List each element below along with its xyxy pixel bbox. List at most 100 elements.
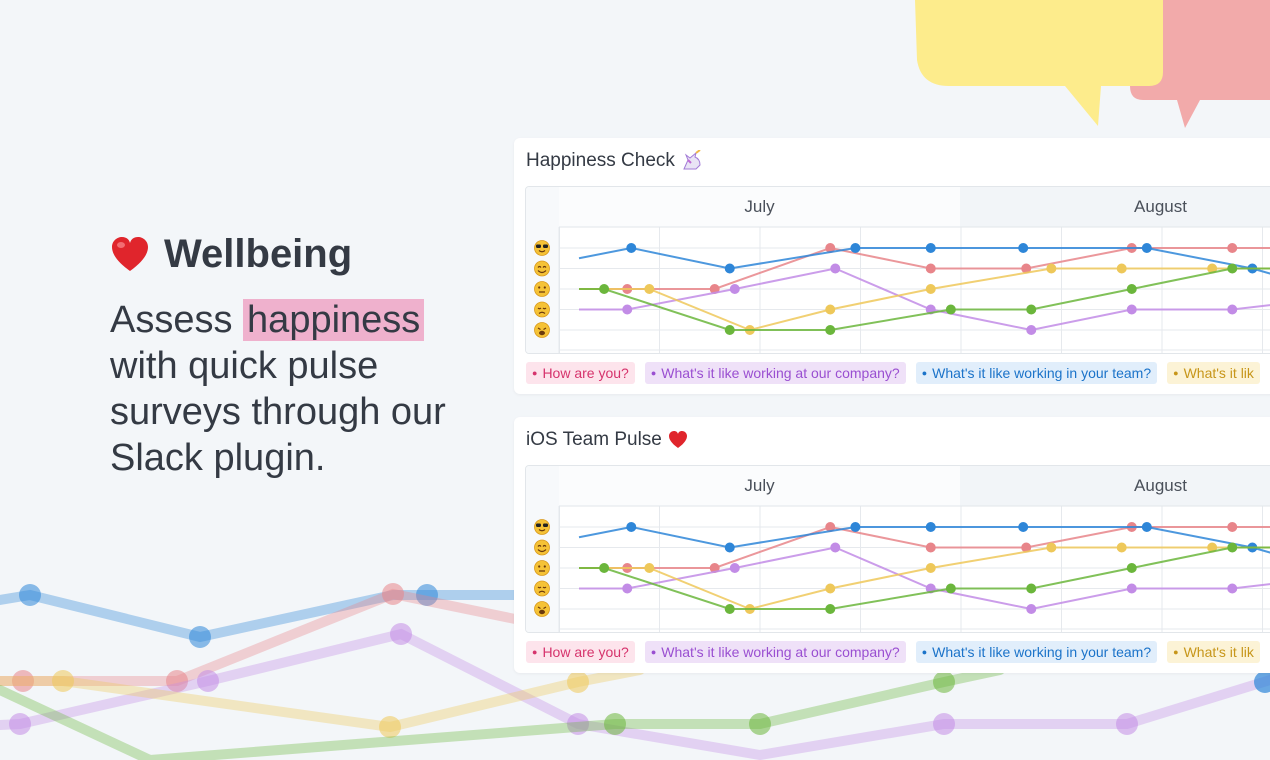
data-point[interactable] [830,542,841,553]
legend-how-are-you[interactable]: How are you? [526,362,635,384]
data-point[interactable] [599,563,610,573]
data-point[interactable] [850,243,861,253]
data-point[interactable] [925,263,936,274]
data-point[interactable] [1141,243,1152,253]
weary-face-icon [534,601,550,617]
legend-team[interactable]: What's it like working in your team? [915,641,1158,663]
hero-highlight: happiness [243,299,425,341]
hero-section: Wellbeing Assess happiness with quick pu… [110,232,490,481]
month-label-july: July [559,466,960,506]
data-point[interactable] [1021,263,1032,274]
legend-truncated[interactable]: What's it lik [1167,641,1260,663]
data-point[interactable] [724,325,735,335]
data-point[interactable] [1227,243,1238,253]
data-point[interactable] [724,604,735,614]
data-point[interactable] [1018,522,1029,532]
legend-company[interactable]: What's it like working at our company? [644,362,906,384]
data-point[interactable] [850,522,861,532]
data-point[interactable] [925,563,936,573]
data-point[interactable] [825,243,836,253]
neutral-face-icon [534,560,550,576]
data-point[interactable] [1227,263,1238,274]
data-point[interactable] [599,284,610,294]
smiling-face-icon [534,260,550,277]
data-point[interactable] [925,522,936,532]
legend-how-are-you[interactable]: How are you? [526,641,635,663]
bg-dot [390,623,412,645]
bg-dot [1254,671,1270,693]
hero-title-text: Wellbeing [164,232,353,276]
bg-dot [933,671,955,693]
chart-grid: July August [525,186,1270,354]
data-point[interactable] [1026,325,1037,335]
data-point[interactable] [644,284,655,294]
data-point[interactable] [925,542,936,553]
data-point[interactable] [1026,304,1037,315]
bg-dot [379,716,401,738]
data-point[interactable] [1126,304,1137,315]
data-point[interactable] [1116,542,1127,553]
neutral-face-icon [534,281,550,297]
card-title-text: Happiness Check [526,150,675,171]
data-point[interactable] [724,542,735,553]
data-point[interactable] [626,243,637,253]
data-point[interactable] [825,522,836,532]
data-point[interactable] [825,304,836,315]
legend-truncated[interactable]: What's it lik [1167,362,1260,384]
data-point[interactable] [1018,243,1029,253]
data-point[interactable] [1126,563,1137,573]
data-point[interactable] [1207,542,1218,553]
data-point[interactable] [1227,304,1238,315]
legend-team[interactable]: What's it like working in your team? [915,362,1158,384]
data-point[interactable] [1116,263,1127,274]
data-point[interactable] [729,563,740,573]
data-point[interactable] [622,583,633,594]
data-point[interactable] [1227,542,1238,553]
speech-bubble-pink [1130,0,1270,128]
series-line-2 [578,525,1270,554]
bg-dot [197,670,219,692]
data-point[interactable] [729,284,740,294]
data-point[interactable] [644,563,655,573]
data-point[interactable] [1207,263,1218,274]
bg-dot [52,670,74,692]
hero-title: Wellbeing [110,232,490,277]
bg-dot [12,670,34,692]
data-point[interactable] [825,583,836,594]
bg-dot [604,713,626,735]
data-point[interactable] [1026,604,1037,614]
data-point[interactable] [925,284,936,294]
happiness-check-card: Happiness Check July August How are you?… [514,138,1270,394]
card-title: iOS Team Pulse [526,429,688,451]
weary-face-icon [534,322,550,338]
month-label-july: July [559,187,960,227]
data-point[interactable] [825,604,836,614]
data-point[interactable] [830,263,841,274]
data-point[interactable] [945,583,956,594]
data-point[interactable] [1026,583,1037,594]
data-point[interactable] [626,522,637,532]
data-point[interactable] [1021,542,1032,553]
data-point[interactable] [1126,583,1137,594]
data-point[interactable] [724,263,735,274]
data-point[interactable] [925,243,936,253]
data-point[interactable] [1046,263,1057,274]
data-point[interactable] [1227,583,1238,594]
bg-dot [166,670,188,692]
data-point[interactable] [1046,542,1057,553]
data-point[interactable] [1141,522,1152,532]
bg-dot [189,626,211,648]
data-point[interactable] [945,304,956,315]
unicorn-icon [683,150,701,170]
sunglasses-face-icon [534,240,550,256]
legend-company[interactable]: What's it like working at our company? [644,641,906,663]
month-label-august: August [960,466,1270,506]
data-point[interactable] [1227,522,1238,532]
sad-face-icon [534,301,550,318]
sunglasses-face-icon [534,519,550,535]
data-point[interactable] [622,304,633,315]
month-label-august: August [960,187,1270,227]
data-point[interactable] [1126,284,1137,294]
data-point[interactable] [825,325,836,335]
